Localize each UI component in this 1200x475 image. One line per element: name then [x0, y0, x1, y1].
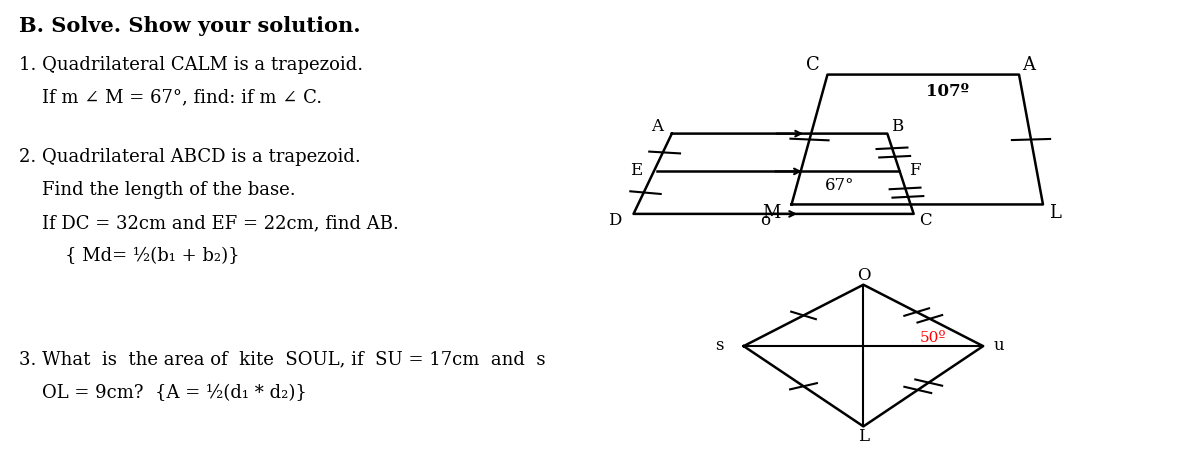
Text: Find the length of the base.: Find the length of the base. [19, 181, 296, 199]
Text: C: C [919, 212, 932, 229]
Text: O: O [857, 267, 870, 284]
Text: A: A [652, 118, 664, 135]
Text: o: o [760, 212, 770, 229]
Text: 107º: 107º [925, 83, 968, 100]
Text: M: M [762, 204, 780, 222]
Text: 2. Quadrilateral ABCD is a trapezoid.: 2. Quadrilateral ABCD is a trapezoid. [19, 148, 361, 166]
Text: L: L [858, 428, 869, 445]
Text: B. Solve. Show your solution.: B. Solve. Show your solution. [19, 16, 361, 36]
Text: E: E [630, 162, 642, 179]
Text: 50º: 50º [919, 331, 946, 344]
Text: OL = 9cm?  {A = ½(d₁ * d₂)}: OL = 9cm? {A = ½(d₁ * d₂)} [19, 384, 307, 402]
Text: C: C [806, 56, 820, 74]
Text: 1. Quadrilateral CALM is a trapezoid.: 1. Quadrilateral CALM is a trapezoid. [19, 56, 364, 74]
Text: 3. What  is  the area of  kite  SOUL, if  SU = 17cm  and  s: 3. What is the area of kite SOUL, if SU … [19, 351, 546, 369]
Text: L: L [1049, 204, 1061, 222]
Text: 67°: 67° [824, 177, 854, 194]
Text: u: u [994, 337, 1004, 354]
Text: B: B [890, 118, 904, 135]
Text: { Md= ½(b₁ + b₂)}: { Md= ½(b₁ + b₂)} [19, 247, 240, 265]
Text: If DC = 32cm and EF = 22cm, find AB.: If DC = 32cm and EF = 22cm, find AB. [19, 214, 400, 232]
Text: s: s [715, 337, 724, 354]
Text: D: D [607, 212, 622, 229]
Text: If m ∠ M = 67°, find: if m ∠ C.: If m ∠ M = 67°, find: if m ∠ C. [19, 89, 323, 107]
Text: F: F [910, 162, 920, 179]
Text: A: A [1022, 56, 1036, 74]
